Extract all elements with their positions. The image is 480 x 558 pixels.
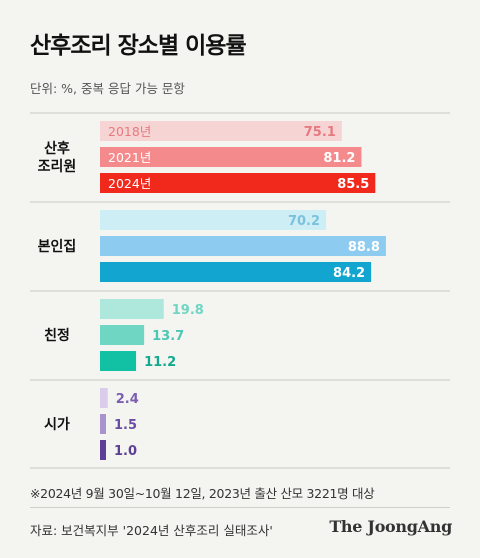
bar-2-1 [100, 325, 145, 345]
source-note: 자료: 보건복지부 '2024년 산후조리 실태조사' [30, 523, 273, 538]
value-label-0-2: 85.5 [337, 177, 369, 192]
bar-1-0 [100, 210, 327, 230]
value-label-2-2: 11.2 [144, 355, 176, 370]
value-label-3-2: 1.0 [114, 444, 137, 459]
bar-2-0 [100, 299, 164, 319]
category-label-3-0: 시가 [44, 417, 70, 433]
series-label-0: 2018년 [108, 124, 151, 139]
bar-2-2 [100, 351, 137, 371]
value-label-3-0: 2.4 [116, 392, 139, 407]
category-label-0-1: 조리원 [38, 159, 77, 175]
value-label-1-2: 84.2 [333, 266, 365, 281]
unit-note: 단위: %, 중복 응답 가능 문항 [30, 81, 185, 96]
chart-title: 산후조리 장소별 이용률 [30, 33, 247, 59]
brand-logo: The JoongAng [329, 517, 452, 536]
category-label-2-0: 친정 [44, 327, 70, 344]
bar-1-2 [100, 262, 372, 282]
category-label-0-0: 산후 [44, 140, 70, 157]
bar-0-0 [100, 121, 342, 141]
value-label-0-1: 81.2 [323, 151, 355, 166]
bar-3-2 [100, 440, 106, 460]
value-label-3-1: 1.5 [114, 418, 137, 433]
value-label-0-0: 75.1 [304, 125, 336, 140]
value-label-2-0: 19.8 [172, 303, 204, 318]
value-label-2-1: 13.7 [152, 329, 184, 344]
series-label-2: 2024년 [108, 176, 151, 191]
value-label-1-0: 70.2 [288, 214, 320, 229]
bar-0-1 [100, 147, 362, 167]
bar-3-1 [100, 414, 106, 434]
footnote: ※2024년 9월 30일~10월 12일, 2023년 출산 산모 3221명… [30, 486, 375, 501]
category-label-1-0: 본인집 [38, 238, 77, 255]
bar-0-2 [100, 173, 376, 193]
bar-1-1 [100, 236, 386, 256]
value-label-1-1: 88.8 [348, 240, 380, 255]
bar-3-0 [100, 388, 108, 408]
footer-divider [30, 507, 450, 508]
series-label-1: 2021년 [108, 150, 151, 165]
